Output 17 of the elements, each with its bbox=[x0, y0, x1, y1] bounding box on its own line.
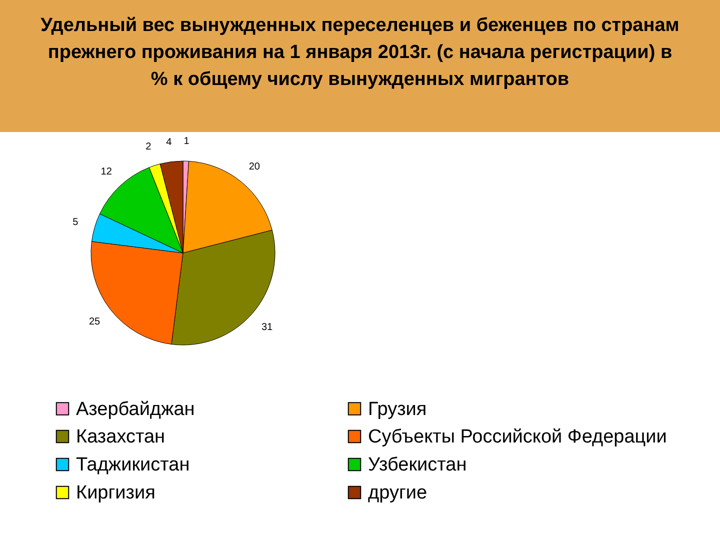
data-label: 25 bbox=[88, 316, 100, 328]
legend-label: Грузия bbox=[368, 398, 427, 420]
data-label: 12 bbox=[100, 166, 112, 178]
legend-label: Узбекистан bbox=[368, 454, 467, 476]
chart-title: Удельный вес вынужденных переселенцев и беженцев по странам прежнего проживания на 1 января 2013г. (с начала регистрации) в % к общему числу вынужденных мигрантов bbox=[0, 0, 720, 132]
legend-label: Азербайджан bbox=[76, 398, 195, 420]
data-label: 1 bbox=[184, 136, 190, 148]
data-label: 20 bbox=[248, 162, 260, 173]
legend-label: Казахстан bbox=[76, 426, 166, 448]
data-label: 31 bbox=[261, 322, 274, 334]
legend-label: Таджикистан bbox=[76, 454, 190, 476]
data-label: 5 bbox=[72, 216, 79, 228]
legend-label: Киргизия bbox=[76, 482, 156, 504]
data-label: 2 bbox=[146, 141, 152, 152]
legend-label: Субъекты Российской Федерации bbox=[368, 426, 667, 448]
data-label: 4 bbox=[166, 136, 172, 148]
legend-label: другие bbox=[368, 482, 428, 504]
